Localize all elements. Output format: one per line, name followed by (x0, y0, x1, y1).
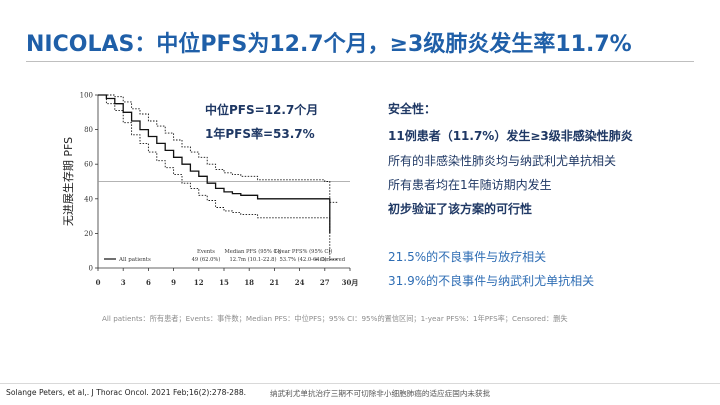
table-header: Median PFS (95% CI) (225, 248, 282, 255)
x-tick-label: 21 (270, 278, 280, 287)
safety-line-1: 11例患者（11.7%）发生≥3级非感染性肺炎 (388, 129, 633, 143)
censored-label: + Censored (314, 257, 346, 263)
one-year-pfs-label: 1年PFS率=53.7% (205, 127, 315, 141)
ae-nivolumab-line: 31.9%的不良事件与纳武利尤单抗相关 (388, 274, 595, 288)
km-ci-bound-1 (98, 94, 338, 203)
legend-label: All patients (118, 257, 151, 263)
x-tick-label: 24 (295, 278, 305, 287)
km-curve-all-patients (98, 94, 331, 234)
y-tick-label: 100 (80, 92, 93, 100)
y-tick-label: 60 (84, 161, 93, 169)
table-value: 12.7m (10.1-22.8) (229, 256, 276, 263)
table-header: 1-year PFS% (95% CI) (274, 248, 333, 255)
footer-note: 纳武利尤单抗治疗三期不可切除非小细胞肺癌的适应症国内未获批 (270, 389, 491, 398)
safety-line-2: 所有的非感染性肺炎均与纳武利尤单抗相关 (388, 154, 617, 168)
ae-radiotherapy-line: 21.5%的不良事件与放疗相关 (388, 250, 547, 264)
y-tick-label: 0 (89, 265, 93, 273)
safety-heading: 安全性： (388, 102, 437, 116)
x-tick-label: 27 (320, 278, 330, 287)
x-tick-label: 30月 (342, 278, 359, 287)
x-tick-label: 9 (171, 278, 176, 287)
median-pfs-label: 中位PFS=12.7个月 (205, 103, 319, 117)
y-tick-label: 80 (84, 126, 93, 134)
footer-divider (0, 383, 720, 384)
y-tick-label: 20 (84, 230, 93, 238)
km-chart: 0 20 40 60 80 100 0 3 6 9 12 15 18 21 24 27 30月 无进展生存期 PF… (50, 80, 370, 305)
x-tick-label: 18 (244, 278, 254, 287)
x-tick-label: 12 (194, 278, 204, 287)
x-tick-label: 3 (121, 278, 126, 287)
x-tick-label: 6 (146, 278, 151, 287)
safety-line-3: 所有患者均在1年随访期内发生 (388, 178, 552, 192)
x-tick-label: 0 (96, 278, 101, 287)
safety-line-4: 初步验证了该方案的可行性 (388, 202, 533, 216)
table-value: 49 (62.0%) (192, 256, 221, 263)
y-axis-label: 无进展生存期 PFS (61, 137, 75, 226)
slide-title: NICOLAS：中位PFS为12.7个月，≥3级肺炎发生率11.7% (26, 32, 632, 57)
title-divider (26, 61, 694, 62)
table-header: Events (197, 249, 215, 255)
y-tick-label: 40 (84, 195, 93, 203)
table-value: 53.7% (42.0-64.0) (279, 256, 326, 263)
km-ci-bound-2 (98, 94, 338, 260)
footer-reference: Solange Peters, et al,. J Thorac Oncol. … (6, 388, 247, 397)
x-tick-label: 15 (219, 278, 229, 287)
km-chart-svg: 0 20 40 60 80 100 0 3 6 9 12 15 18 21 24 27 30月 无进展生存期 PF… (61, 92, 359, 288)
abbreviation-caption: All patients：所有患者；Events：事件数；Median PFS：… (102, 314, 568, 323)
